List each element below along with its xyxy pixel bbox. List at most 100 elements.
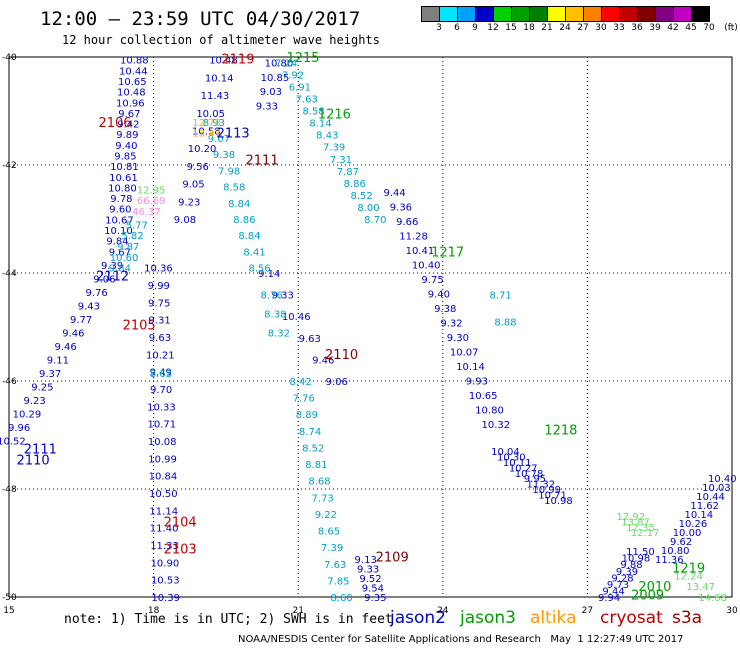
swh-value-label: 8.88 <box>494 318 516 329</box>
colorbar-swatch <box>458 7 476 21</box>
swh-value-label: 9.06 <box>93 274 115 285</box>
swh-value-label: 9.75 <box>421 275 443 286</box>
colorbar-label: 18 <box>523 23 535 33</box>
swh-value-label: 9.38 <box>434 304 456 315</box>
swh-value-label: 9.23 <box>178 197 200 208</box>
swh-value-label: 9.63 <box>299 334 321 345</box>
swh-value-label: 10.71 <box>148 420 177 431</box>
swh-value-label: 10.98 <box>622 554 651 565</box>
track-id-label: 2109 <box>376 551 409 566</box>
swh-value-label: 7.39 <box>323 143 345 154</box>
swh-value-label: 10.41 <box>406 246 435 257</box>
swh-value-label: 9.95 <box>524 474 546 485</box>
swh-value-label: 9.40 <box>428 290 450 301</box>
swh-value-label: 8.93 <box>203 118 225 129</box>
swh-value-label: 10.39 <box>151 593 180 604</box>
swh-value-label: 9.39 <box>616 567 638 578</box>
swh-value-label: 9.78 <box>110 194 132 205</box>
swh-value-label: 11.32 <box>526 480 555 491</box>
swh-value-label: 8.58 <box>223 183 245 194</box>
y-tick-label: -48 <box>2 485 17 495</box>
swh-value-label: 9.76 <box>85 288 107 299</box>
swh-value-label: 7.31 <box>330 155 352 166</box>
swh-color-legend <box>421 6 710 22</box>
y-tick-label: -40 <box>2 53 17 63</box>
colorbar-swatch <box>584 7 602 21</box>
x-tick-label: 30 <box>726 606 738 616</box>
swh-value-label: 10.60 <box>110 253 139 264</box>
swh-value-label: 10.85 <box>261 73 290 84</box>
colorbar-label: (ft) <box>724 23 738 33</box>
track-id-label: 2111 <box>246 154 279 169</box>
track-id-label: 1218 <box>544 424 577 439</box>
swh-value-label: 9.63 <box>149 333 171 344</box>
swh-value-label: 10.98 <box>544 496 573 507</box>
swh-value-label: 11.50 <box>626 547 655 558</box>
swh-value-label: 12.92 <box>616 512 645 523</box>
y-tick-label: -42 <box>2 161 17 171</box>
swh-value-label: 7.85 <box>327 576 349 587</box>
satellite-legend-s3a: s3a <box>672 608 703 628</box>
swh-value-label: 8.68 <box>308 477 330 488</box>
swh-value-label: 10.27 <box>509 463 538 474</box>
colorbar-label: 12 <box>487 23 499 33</box>
swh-value-label: 9.44 <box>383 188 405 199</box>
swh-value-label: 10.03 <box>702 483 731 494</box>
track-id-label: 2112 <box>96 270 129 285</box>
swh-value-label: 10.50 <box>149 489 178 500</box>
swh-value-label: 11.43 <box>201 91 230 102</box>
swh-value-label: 8.43 <box>316 131 338 142</box>
swh-value-label: 9.49 <box>150 368 172 379</box>
swh-value-label: 10.32 <box>481 420 510 431</box>
swh-value-label: 10.36 <box>144 264 173 275</box>
swh-value-label: 9.84 <box>109 264 131 275</box>
swh-value-label: 11.40 <box>150 524 179 535</box>
swh-value-label: 9.03 <box>260 87 282 98</box>
swh-value-label: 10.67 <box>105 215 134 226</box>
colorbar-swatch <box>656 7 674 21</box>
colorbar-swatch <box>530 7 548 21</box>
colorbar-swatch <box>638 7 656 21</box>
swh-value-label: 9.94 <box>598 593 620 604</box>
swh-value-label: 9.85 <box>114 151 136 162</box>
colorbar-label: 27 <box>577 23 589 33</box>
swh-value-label: 9.37 <box>39 369 61 380</box>
swh-value-label: 9.36 <box>390 203 412 214</box>
track-id-label: 2106 <box>98 116 131 131</box>
swh-value-label: 10.80 <box>108 183 137 194</box>
swh-value-label: 10.81 <box>110 162 139 173</box>
swh-value-label: 8.86 <box>233 215 255 226</box>
colorbar-swatch <box>674 7 692 21</box>
colorbar-swatch <box>512 7 530 21</box>
swh-value-label: 9.73 <box>607 580 629 591</box>
swh-value-label: 8.65 <box>318 527 340 538</box>
swh-value-label: 10.04 <box>491 447 520 458</box>
colorbar-label: 15 <box>505 23 517 33</box>
track-id-label: 2105 <box>123 318 156 333</box>
swh-value-label: 9.28 <box>611 573 633 584</box>
y-tick-label: -44 <box>2 269 17 279</box>
swh-value-label: 9.08 <box>174 215 196 226</box>
swh-value-label: 9.06 <box>326 377 348 388</box>
swh-value-label: 8.71 <box>490 291 512 302</box>
swh-value-label: 10.20 <box>188 144 217 155</box>
swh-value-label: 9.33 <box>272 291 294 302</box>
swh-value-label: 11.62 <box>690 501 719 512</box>
swh-value-label: 8.41 <box>243 247 265 258</box>
colorbar-label: 24 <box>559 23 571 33</box>
colorbar-swatch <box>422 7 440 21</box>
swh-value-label: 10.44 <box>696 492 725 503</box>
swh-value-label: 9.33 <box>357 565 379 576</box>
swh-value-label: 9.31 <box>148 316 170 327</box>
swh-value-label: 13.87 <box>621 517 650 528</box>
swh-value-label: 8.32 <box>268 328 290 339</box>
swh-value-label: 8.70 <box>364 215 386 226</box>
swh-value-label: 12.95 <box>137 185 166 196</box>
swh-value-label: 9.77 <box>70 315 92 326</box>
swh-value-label: 10.33 <box>147 402 176 413</box>
swh-value-label: 9.75 <box>148 298 170 309</box>
swh-value-label: 10.88 <box>120 56 149 67</box>
swh-value-label: 7.24 <box>275 58 297 69</box>
satellite-legend-jason2: jason2 <box>390 608 446 628</box>
swh-value-label: 9.60 <box>109 205 131 216</box>
